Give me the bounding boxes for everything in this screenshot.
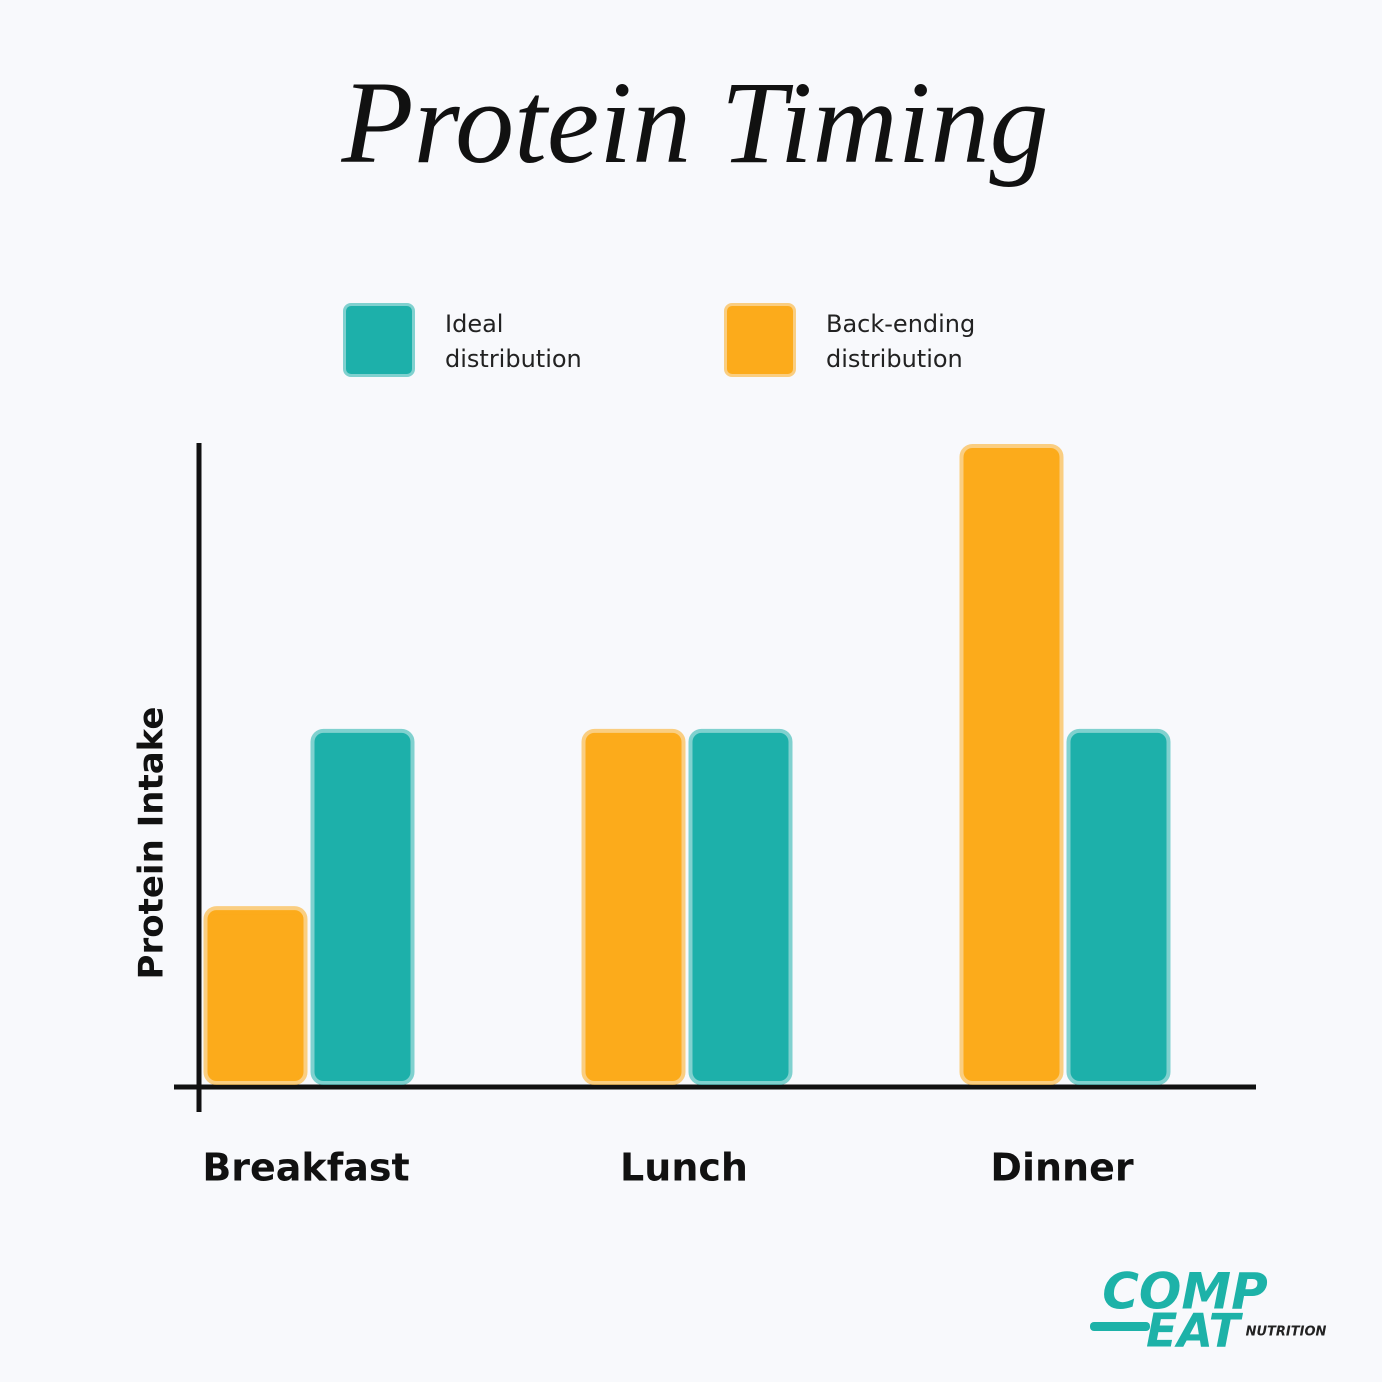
logo-tagline: NUTRITION [1246, 1325, 1327, 1340]
legend-label: Ideal distribution [445, 310, 582, 373]
y-axis-label: Protein Intake [132, 707, 172, 980]
bar [688, 728, 793, 1085]
legend-swatch [724, 303, 796, 377]
logo-line1: COMP [1102, 1263, 1268, 1321]
x-tick-label: Breakfast [202, 1146, 409, 1190]
bar [581, 728, 686, 1085]
legend-label: Back-ending distribution [826, 310, 976, 373]
logo-line2: EAT [1146, 1304, 1244, 1358]
chart-title: Protein Timing [341, 57, 1049, 188]
bar [959, 444, 1064, 1085]
bar [1066, 728, 1171, 1085]
x-tick-label: Dinner [990, 1146, 1133, 1190]
bar [203, 906, 308, 1086]
legend-swatch [343, 303, 415, 377]
logo-swoosh [1090, 1322, 1150, 1331]
x-tick-label: Lunch [620, 1146, 748, 1190]
bar [310, 728, 415, 1085]
